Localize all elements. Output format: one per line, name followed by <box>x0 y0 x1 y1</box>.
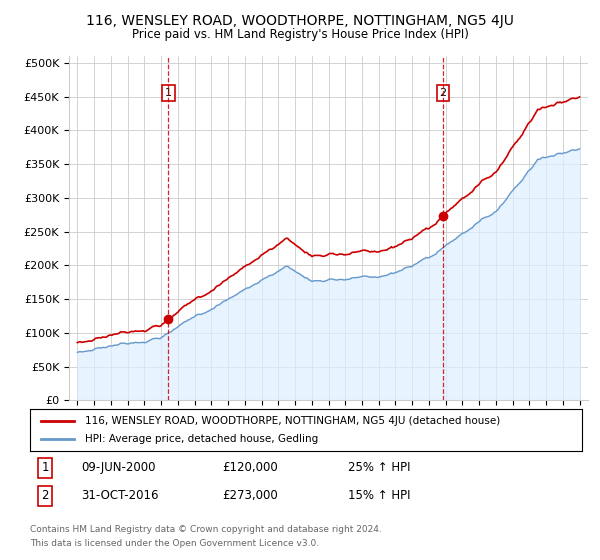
Text: 116, WENSLEY ROAD, WOODTHORPE, NOTTINGHAM, NG5 4JU: 116, WENSLEY ROAD, WOODTHORPE, NOTTINGHA… <box>86 14 514 28</box>
Text: This data is licensed under the Open Government Licence v3.0.: This data is licensed under the Open Gov… <box>30 539 319 548</box>
Text: 09-JUN-2000: 09-JUN-2000 <box>81 461 155 474</box>
Text: Contains HM Land Registry data © Crown copyright and database right 2024.: Contains HM Land Registry data © Crown c… <box>30 525 382 534</box>
Text: 1: 1 <box>165 88 172 98</box>
Text: 2: 2 <box>41 489 49 502</box>
Text: 1: 1 <box>41 461 49 474</box>
Text: 15% ↑ HPI: 15% ↑ HPI <box>348 489 410 502</box>
Text: Price paid vs. HM Land Registry's House Price Index (HPI): Price paid vs. HM Land Registry's House … <box>131 28 469 41</box>
Text: 2: 2 <box>439 88 446 98</box>
Text: £120,000: £120,000 <box>222 461 278 474</box>
Text: 31-OCT-2016: 31-OCT-2016 <box>81 489 158 502</box>
Text: £273,000: £273,000 <box>222 489 278 502</box>
Text: HPI: Average price, detached house, Gedling: HPI: Average price, detached house, Gedl… <box>85 434 319 444</box>
Text: 116, WENSLEY ROAD, WOODTHORPE, NOTTINGHAM, NG5 4JU (detached house): 116, WENSLEY ROAD, WOODTHORPE, NOTTINGHA… <box>85 416 500 426</box>
Text: 25% ↑ HPI: 25% ↑ HPI <box>348 461 410 474</box>
